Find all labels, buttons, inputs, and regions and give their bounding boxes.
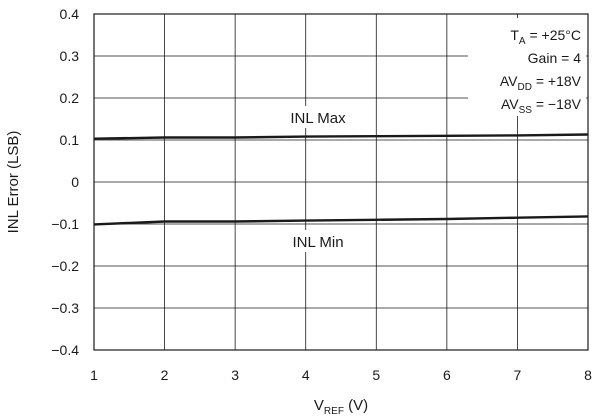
y-tick-label: 0 [71,174,79,190]
x-axis-title-sub: REF [324,406,344,417]
y-tick-labels: 0.4 0.3 0.2 0.1 0 −0.1 −0.2 −0.3 −0.4 [51,6,79,358]
x-tick-label: 5 [372,367,380,383]
x-tick-label: 2 [161,367,169,383]
y-tick-label: 0.1 [60,132,80,148]
y-axis-title: INL Error (LSB) [5,131,22,234]
inl-min-label-bg [280,230,356,252]
y-tick-label: −0.1 [51,216,79,232]
series-line [93,133,589,140]
x-tick-label: 3 [231,367,239,383]
test-conditions: TA = +25°C Gain = 4 AVDD = +18V AVSS = −18V [500,27,582,116]
series-line [93,215,589,226]
condition-line: AVSS = −18V [501,96,582,116]
plot-frame [93,13,589,351]
condition-line: AVDD = +18V [500,73,582,93]
x-tick-labels: 1 2 3 4 5 6 7 8 [90,367,592,383]
y-tick-label: −0.4 [51,342,79,358]
condition-line: TA = +25°C [510,27,581,47]
inl-max-label: INL Max [290,110,346,127]
condition-line: Gain = 4 [528,50,582,66]
series-lines [93,133,589,226]
y-tick-label: 0.2 [60,90,80,106]
y-tick-label: 0.3 [60,48,80,64]
grid-lines [94,14,588,350]
x-axis-title: VREF (V) [314,397,368,417]
x-axis-title-main: V [314,397,324,414]
y-tick-label: 0.4 [60,6,80,22]
x-tick-label: 7 [514,367,522,383]
inl-max-label-bg [280,106,356,128]
conditions-box [468,18,586,116]
y-tick-label: −0.3 [51,300,79,316]
x-tick-label: 8 [584,367,592,383]
y-tick-label: −0.2 [51,258,79,274]
inl-min-label: INL Min [292,234,343,251]
x-tick-label: 6 [443,367,451,383]
x-tick-label: 1 [90,367,98,383]
x-tick-label: 4 [302,367,310,383]
x-axis-title-unit: (V) [344,397,368,414]
